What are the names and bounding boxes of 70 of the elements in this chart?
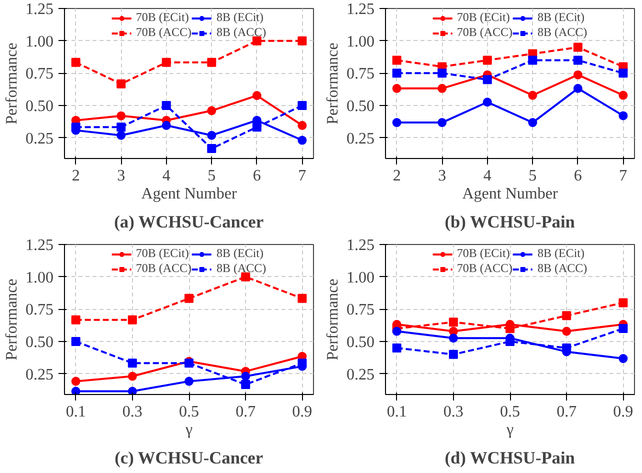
y-tick-label: 1.25 [26, 237, 54, 254]
x-tick-label: 7 [619, 168, 628, 184]
legend-label: 8B (ECit) [538, 246, 584, 261]
x-tick-label: 7 [298, 168, 306, 184]
x-tick-label: 6 [574, 168, 582, 184]
legend-label: 8B (ACC) [538, 25, 588, 40]
y-axis-title: Performance [4, 42, 20, 124]
x-tick-label: 0.9 [292, 404, 312, 420]
y-tick-label: 0.50 [26, 334, 54, 351]
x-tick-label: 0.3 [122, 404, 142, 420]
x-tick-label: 0.3 [443, 404, 464, 420]
y-tick-label: 0.25 [346, 130, 374, 148]
legend-label: 8B (ACC) [538, 261, 588, 276]
y-tick-label: 0.50 [26, 98, 54, 115]
x-tick-label: 4 [162, 168, 170, 184]
legend-label: 8B (ECit) [538, 10, 584, 25]
y-axis-title: Performance [324, 42, 342, 124]
legend-label: 70B (ECit) [136, 10, 189, 25]
x-tick-label: 3 [438, 168, 446, 184]
legend-label: 70B (ACC) [136, 261, 192, 276]
x-tick-label: 0.5 [500, 404, 520, 420]
x-tick-label: 2 [392, 168, 401, 184]
text: (c) WCHSU-Cancer [114, 448, 264, 468]
x-tick-label: 0.7 [556, 404, 577, 420]
y-tick-label: 0.25 [26, 130, 54, 148]
x-tick-label: 6 [252, 168, 261, 184]
x-axis-title: γ [505, 422, 514, 438]
legend-label: 70B (ECit) [136, 246, 189, 261]
x-tick-label: 0.9 [613, 404, 634, 420]
x-axis-title: Agent Number [141, 186, 238, 202]
x-tick-label: 3 [117, 168, 126, 184]
legend-label: 70B (ECit) [456, 246, 510, 261]
y-tick-label: 1.25 [26, 1, 54, 18]
x-axis-title: Agent Number [462, 186, 558, 202]
y-tick-label: 1.00 [346, 33, 374, 50]
y-tick-label: 0.75 [346, 66, 374, 83]
text: (b) WCHSU-Pain [444, 212, 576, 232]
legend-label: 70B (ACC) [456, 25, 512, 40]
y-tick-label: 1.25 [346, 237, 374, 254]
x-tick-label: 0.1 [386, 404, 407, 420]
text: (d) WCHSU-Pain [444, 448, 576, 468]
x-tick-label: 0.5 [179, 404, 199, 420]
y-tick-label: 0.75 [26, 302, 54, 319]
legend-label: 8B (ECit) [216, 246, 264, 261]
legend-label: 70B (ACC) [136, 25, 192, 40]
y-tick-label: 1.00 [346, 269, 374, 286]
y-tick-label: 0.25 [346, 366, 374, 384]
legend-label: 8B (ACC) [216, 261, 266, 276]
text: (a) WCHSU-Cancer [114, 212, 264, 232]
x-tick-label: 5 [528, 168, 537, 184]
y-tick-label: 1.25 [346, 1, 374, 18]
y-tick-label: 0.75 [346, 302, 374, 319]
y-tick-label: 0.50 [346, 98, 374, 115]
x-tick-label: 4 [483, 168, 492, 184]
y-tick-label: 1.00 [26, 33, 54, 50]
y-tick-label: 0.50 [346, 334, 374, 351]
x-axis-title: γ [184, 422, 193, 438]
y-tick-label: 0.25 [26, 366, 54, 384]
y-axis-title: Performance [324, 278, 342, 360]
legend-label: 8B (ECit) [216, 10, 264, 25]
x-tick-label: 0.7 [236, 404, 256, 420]
y-tick-label: 1.00 [26, 269, 54, 286]
legend-label: 70B (ACC) [456, 261, 512, 276]
x-tick-label: 0.1 [66, 404, 86, 420]
y-axis-title: Performance [4, 278, 20, 360]
legend-label: 70B (ECit) [456, 10, 510, 25]
legend-label: 8B (ACC) [216, 25, 266, 40]
x-tick-label: 5 [208, 168, 216, 184]
x-tick-label: 2 [72, 168, 80, 184]
y-tick-label: 0.75 [26, 66, 54, 83]
